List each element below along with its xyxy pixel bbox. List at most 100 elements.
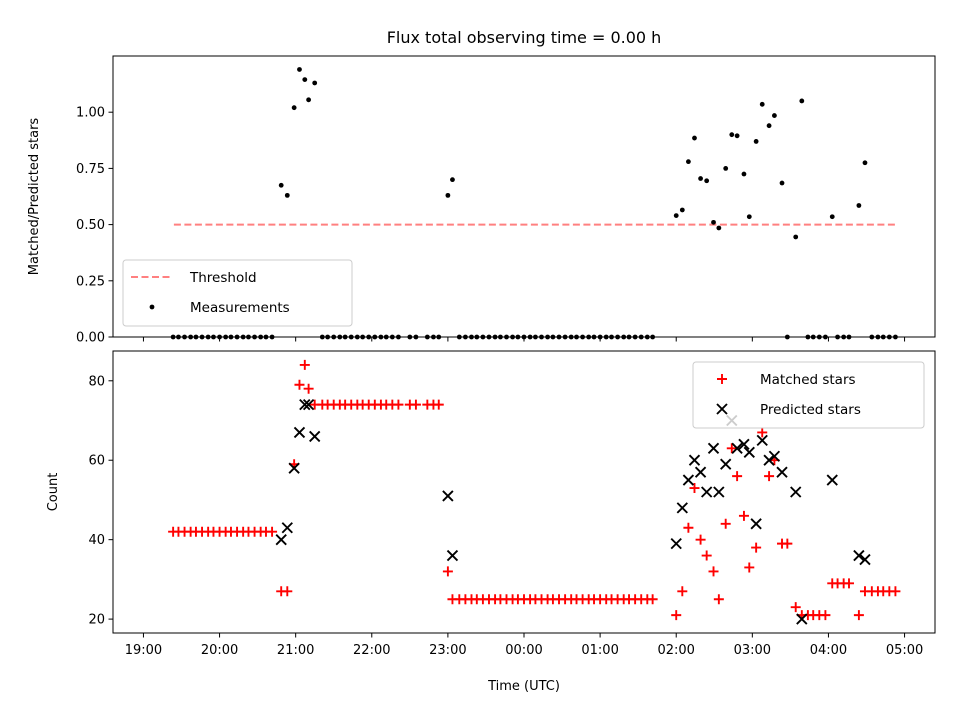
data-point-plus xyxy=(751,542,762,553)
data-point-dot xyxy=(306,97,312,103)
data-point-x xyxy=(293,426,306,439)
data-point-plus xyxy=(701,550,712,561)
data-point-plus xyxy=(764,471,775,482)
data-point-dot xyxy=(686,159,691,165)
legend-matched-swatch xyxy=(717,374,727,384)
legend-label: Threshold xyxy=(189,270,257,286)
data-point-dot xyxy=(692,135,697,141)
data-point-dot xyxy=(312,80,318,86)
x-tick-label: 22:00 xyxy=(353,643,390,658)
data-point-dot xyxy=(829,214,835,220)
y-axis-label: Count xyxy=(46,473,61,512)
legend-box xyxy=(122,259,353,327)
data-point-dot xyxy=(746,214,752,220)
data-point-plus xyxy=(782,538,793,549)
x-tick-label: 01:00 xyxy=(581,643,618,658)
y-tick-label: 1.00 xyxy=(76,106,105,121)
data-point-x xyxy=(442,490,454,502)
chart-title: Flux total observing time = 0.00 h xyxy=(387,28,662,47)
data-point-plus xyxy=(647,594,658,605)
x-tick-label: 21:00 xyxy=(277,643,314,658)
y-tick-label: 40 xyxy=(88,533,105,548)
data-point-dot xyxy=(779,180,785,186)
data-point-dot xyxy=(679,207,685,213)
data-point-plus xyxy=(303,383,314,394)
x-tick-label: 23:00 xyxy=(429,643,466,658)
x-tick-label: 19:00 xyxy=(125,643,162,658)
legend-predicted-swatch xyxy=(716,403,728,415)
data-point-dot xyxy=(297,67,302,72)
data-point-x xyxy=(688,454,701,466)
legend-box xyxy=(692,361,925,429)
data-point-plus xyxy=(410,399,421,410)
data-point-x xyxy=(826,474,838,486)
data-point-dot xyxy=(445,192,451,198)
data-point-dot xyxy=(704,178,710,184)
data-point-dot xyxy=(698,176,703,181)
data-point-x xyxy=(720,458,732,470)
data-point-x xyxy=(670,537,682,550)
data-point-plus xyxy=(442,566,453,577)
data-point-x xyxy=(275,533,287,546)
data-point-x xyxy=(446,549,459,562)
y-tick-label: 60 xyxy=(88,454,105,469)
data-point-dot xyxy=(729,132,735,138)
data-point-x xyxy=(707,442,720,454)
data-point-x xyxy=(768,450,781,462)
data-point-dot xyxy=(772,113,777,118)
data-point-dot xyxy=(799,98,805,104)
data-point-x xyxy=(853,549,865,562)
data-point-x xyxy=(790,486,802,498)
data-point-x xyxy=(281,522,293,534)
y-tick-label: 0.75 xyxy=(76,162,105,177)
data-point-x xyxy=(299,398,311,411)
data-point-plus xyxy=(689,483,700,494)
data-point-x xyxy=(743,446,755,458)
data-point-dot xyxy=(734,133,740,139)
data-point-plus xyxy=(757,427,768,438)
legend-label: Predicted stars xyxy=(760,402,861,418)
data-point-plus xyxy=(294,379,305,390)
data-point-x xyxy=(763,454,775,466)
data-point-dot xyxy=(741,171,747,177)
data-point-dot xyxy=(711,219,716,225)
data-point-plus xyxy=(853,610,864,621)
data-point-plus xyxy=(393,399,404,410)
data-point-dot xyxy=(753,139,759,144)
y-tick-label: 0.25 xyxy=(76,274,105,289)
data-point-dot xyxy=(793,234,799,240)
data-point-dot xyxy=(716,225,722,231)
data-point-dot xyxy=(723,166,729,171)
data-point-plus xyxy=(683,522,694,533)
data-point-plus xyxy=(732,471,743,482)
data-point-dot xyxy=(766,123,772,129)
x-tick-label: 20:00 xyxy=(201,643,238,658)
data-point-plus xyxy=(720,518,731,529)
x-axis-label: Time (UTC) xyxy=(487,679,560,694)
data-point-dot xyxy=(673,213,679,219)
data-point-plus xyxy=(744,562,755,573)
data-point-plus xyxy=(820,610,831,621)
legend-label: Matched stars xyxy=(760,372,856,388)
data-point-x xyxy=(288,462,300,474)
data-point-plus xyxy=(433,399,444,410)
data-point-x xyxy=(756,434,768,447)
x-tick-label: 03:00 xyxy=(734,643,771,658)
y-tick-label: 0.00 xyxy=(76,331,105,346)
x-tick-label: 02:00 xyxy=(657,643,694,658)
data-point-dot xyxy=(759,101,765,107)
data-point-x xyxy=(682,474,695,486)
data-point-dot xyxy=(856,203,862,208)
data-point-x xyxy=(738,438,750,451)
data-point-plus xyxy=(282,586,293,597)
data-point-x xyxy=(731,442,743,454)
data-point-x xyxy=(859,553,871,566)
legend-measurements-swatch xyxy=(149,304,155,310)
data-point-plus xyxy=(843,578,854,589)
data-point-plus xyxy=(726,443,737,454)
data-point-plus xyxy=(890,586,901,597)
x-tick-label: 04:00 xyxy=(810,643,847,658)
x-tick-label: 05:00 xyxy=(886,643,923,658)
